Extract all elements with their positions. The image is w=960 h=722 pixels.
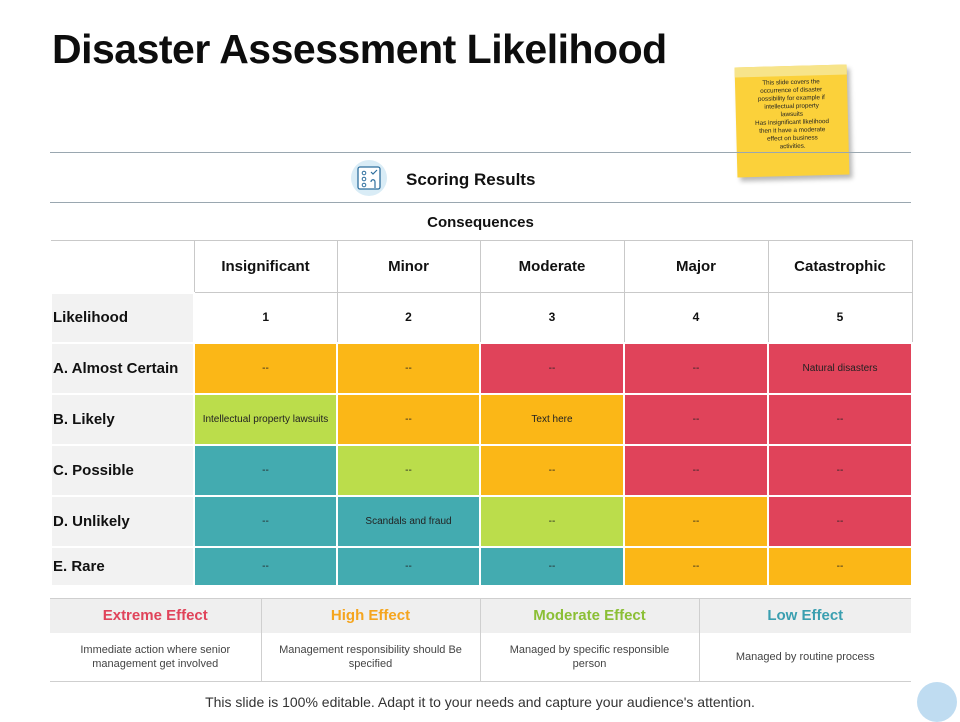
matrix-row: B. Likely Intellectual property lawsuits…	[50, 392, 913, 446]
column-header: Catastrophic	[767, 240, 913, 293]
legend-moderate-title: Moderate Effect	[480, 598, 700, 633]
matrix-cell: --	[479, 545, 625, 587]
matrix-cell: Intellectual property lawsuits	[193, 392, 338, 446]
row-label: E. Rare	[50, 545, 195, 587]
legend-bottom-border	[50, 681, 911, 682]
score-number: 1	[193, 292, 338, 343]
matrix-cell: --	[336, 443, 481, 497]
divider-middle	[50, 202, 911, 203]
matrix-row: E. Rare -- -- -- -- --	[50, 545, 913, 587]
legend-low-desc: Managed by routine process	[735, 651, 875, 663]
legend-high-title: High Effect	[261, 598, 481, 633]
scoring-header: Scoring Results	[0, 158, 960, 200]
decorative-circle	[917, 682, 957, 722]
matrix-cell: --	[767, 545, 913, 587]
row-label: D. Unlikely	[50, 494, 195, 548]
matrix-cell: Scandals and fraud	[336, 494, 481, 548]
legend-top-border	[50, 598, 911, 599]
row-label: C. Possible	[50, 443, 195, 497]
score-number: 3	[479, 292, 625, 343]
row-label: B. Likely	[50, 392, 195, 446]
matrix-row: A. Almost Certain -- -- -- -- Natural di…	[50, 341, 913, 395]
legend-moderate-desc: Managed by specific responsible person	[480, 633, 700, 681]
rating-icon	[351, 160, 387, 196]
page-title: Disaster Assessment Likelihood	[52, 26, 667, 72]
legend-high-desc: Management responsibility should Be spec…	[261, 633, 481, 681]
matrix-row: C. Possible -- -- -- -- --	[50, 443, 913, 497]
divider-top	[50, 152, 911, 153]
matrix-cell: --	[623, 443, 769, 497]
matrix-cell: --	[767, 443, 913, 497]
score-number: 5	[767, 292, 913, 343]
sticky-note-text: This slide covers the occurrence of disas…	[735, 75, 849, 153]
likelihood-label: Likelihood	[50, 291, 195, 344]
matrix-row: D. Unlikely -- Scandals and fraud -- -- …	[50, 494, 913, 548]
matrix-cell: --	[479, 341, 625, 395]
risk-matrix: Insignificant Minor Moderate Major Catas…	[50, 240, 913, 587]
row-label: A. Almost Certain	[50, 341, 195, 395]
matrix-cell: --	[479, 494, 625, 548]
matrix-cell: --	[193, 494, 338, 548]
column-header: Insignificant	[193, 240, 338, 293]
column-header: Moderate	[479, 240, 625, 293]
effect-legend: Extreme Effect High Effect Moderate Effe…	[50, 598, 911, 681]
matrix-cell: --	[623, 545, 769, 587]
score-number: 2	[336, 292, 481, 343]
matrix-cell: --	[623, 341, 769, 395]
matrix-cell: --	[193, 443, 338, 497]
matrix-cell: --	[193, 545, 338, 587]
matrix-cell: --	[336, 392, 481, 446]
matrix-cell: Natural disasters	[767, 341, 913, 395]
matrix-cell: --	[479, 443, 625, 497]
scoring-results-label: Scoring Results	[406, 170, 536, 189]
footer-text: This slide is 100% editable. Adapt it to…	[205, 694, 755, 710]
legend-extreme-desc: Immediate action where senior management…	[50, 633, 262, 681]
matrix-cell: --	[336, 545, 481, 587]
matrix-cell: --	[767, 392, 913, 446]
legend-low-title: Low Effect	[699, 598, 911, 633]
matrix-cell: --	[623, 392, 769, 446]
matrix-cell: --	[336, 341, 481, 395]
score-number: 4	[623, 292, 769, 343]
column-header: Minor	[336, 240, 481, 293]
legend-extreme-title: Extreme Effect	[50, 598, 262, 633]
matrix-cell: --	[193, 341, 338, 395]
column-header: Major	[623, 240, 769, 293]
matrix-cell: --	[623, 494, 769, 548]
corner-cell	[51, 240, 195, 293]
consequences-label: Consequences	[427, 214, 534, 231]
matrix-cell: --	[767, 494, 913, 548]
sticky-note-line: activities.	[779, 142, 806, 151]
matrix-cell: Text here	[479, 392, 625, 446]
